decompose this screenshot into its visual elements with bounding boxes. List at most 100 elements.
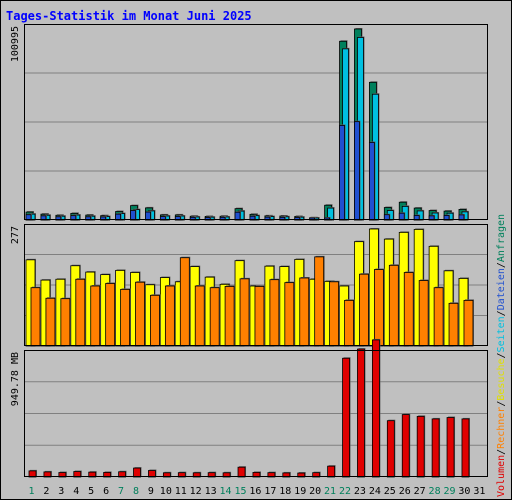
x-tick-label-27: 27: [414, 486, 426, 497]
legend-separator: /: [496, 449, 507, 455]
x-tick-label-13: 13: [205, 486, 217, 497]
bar-seiten-day-15: [234, 211, 241, 221]
legend-item-rechner: Rechner: [496, 407, 507, 449]
bar-volumen-day-23: [357, 348, 365, 478]
bar-rechner-day-1: [30, 287, 41, 347]
bar-volumen-day-27: [416, 415, 425, 478]
bar-rechner-day-5: [90, 285, 101, 347]
panel-volume: 949.78 MB: [10, 338, 488, 478]
panel-border: [24, 24, 488, 220]
bar-rechner-day-15: [239, 278, 250, 347]
bar-rechner-day-18: [284, 282, 295, 347]
x-tick-label-5: 5: [88, 486, 94, 497]
legend-item-anfragen: Anfragen: [496, 214, 507, 262]
legend-item-dateien: Dateien: [496, 268, 507, 310]
bar-rechner-day-2: [45, 297, 56, 347]
chart-title: Tages-Statistik im Monat Juni 2025: [6, 9, 252, 23]
y-max-label-volume: 949.78 MB: [10, 352, 21, 406]
bar-rechner-day-3: [60, 298, 71, 347]
bar-volumen-day-8: [133, 467, 141, 478]
x-tick-label-23: 23: [354, 486, 366, 497]
panel-requests: 100995: [10, 24, 488, 221]
bar-rechner-day-10: [164, 285, 175, 347]
legend-item-volumen: Volumen: [496, 455, 507, 497]
bar-rechner-day-4: [75, 278, 86, 347]
x-tick-label-11: 11: [175, 486, 187, 497]
bar-volumen-day-22: [342, 357, 350, 478]
bar-rechner-day-22: [344, 299, 354, 347]
x-tick-label-2: 2: [43, 486, 49, 497]
legend-separator: /: [496, 310, 507, 316]
bar-seiten-day-22: [339, 125, 345, 221]
bar-rechner-day-24: [373, 269, 384, 347]
bar-rechner-day-21: [329, 281, 340, 347]
x-tick-label-28: 28: [429, 486, 441, 497]
bar-rechner-day-30: [463, 299, 474, 347]
bar-rechner-day-9: [150, 294, 160, 347]
legend-item-besuche: Besuche: [496, 358, 507, 400]
bar-volumen-day-26: [401, 414, 410, 478]
y-max-label-requests: 100995: [10, 26, 21, 62]
bar-seiten-day-26: [398, 212, 405, 221]
x-tick-label-19: 19: [294, 486, 306, 497]
legend-separator: /: [496, 352, 507, 358]
bar-rechner-day-16: [254, 286, 265, 347]
panel-visits: 277: [10, 224, 488, 347]
bar-volumen-day-25: [386, 420, 395, 478]
x-tick-label-6: 6: [103, 486, 109, 497]
bar-volumen-day-15: [237, 466, 246, 478]
legend-separator: /: [496, 262, 507, 268]
x-tick-label-30: 30: [458, 486, 470, 497]
bar-rechner-day-14: [224, 286, 235, 347]
x-tick-label-29: 29: [443, 486, 455, 497]
bar-rechner-day-12: [194, 285, 205, 347]
panel-border: [24, 350, 488, 477]
x-tick-label-18: 18: [279, 486, 291, 497]
bar-volumen-day-30: [461, 418, 470, 478]
bar-seiten-day-23: [354, 121, 360, 221]
x-tick-label-1: 1: [28, 486, 34, 497]
x-tick-label-12: 12: [190, 486, 202, 497]
bar-rechner-day-25: [388, 264, 399, 347]
bar-volumen-day-28: [431, 418, 440, 478]
x-tick-label-24: 24: [369, 486, 381, 497]
bar-seiten-day-8: [130, 210, 136, 221]
bar-rechner-day-26: [403, 272, 414, 347]
bar-rechner-day-29: [448, 302, 459, 347]
legend-separator: /: [496, 401, 507, 407]
x-tick-label-16: 16: [249, 486, 261, 497]
x-tick-label-26: 26: [399, 486, 411, 497]
x-tick-label-8: 8: [133, 486, 139, 497]
x-tick-label-7: 7: [118, 486, 124, 497]
x-tick-label-20: 20: [309, 486, 321, 497]
bar-volumen-day-24: [371, 339, 380, 478]
x-tick-label-9: 9: [148, 486, 154, 497]
bar-rechner-day-13: [209, 287, 220, 347]
bar-rechner-day-28: [433, 287, 444, 347]
x-tick-label-10: 10: [160, 486, 172, 497]
bar-volumen-day-29: [446, 417, 455, 478]
bar-rechner-day-23: [359, 273, 369, 347]
x-tick-label-21: 21: [324, 486, 336, 497]
bar-seiten-day-24: [368, 142, 375, 221]
x-tick-label-31: 31: [473, 486, 485, 497]
bar-rechner-day-17: [269, 279, 280, 347]
panel-border: [24, 224, 488, 346]
x-tick-label-17: 17: [264, 486, 276, 497]
bar-rechner-day-11: [179, 257, 190, 347]
x-tick-label-3: 3: [58, 486, 64, 497]
x-tick-label-22: 22: [339, 486, 351, 497]
bar-seiten-day-9: [145, 211, 151, 221]
x-tick-label-14: 14: [220, 486, 232, 497]
x-tick-label-4: 4: [73, 486, 79, 497]
bar-rechner-day-27: [418, 280, 429, 347]
bar-rechner-day-20: [314, 256, 325, 347]
bar-rechner-day-8: [135, 281, 145, 347]
y-max-label-visits: 277: [10, 226, 21, 244]
x-tick-label-25: 25: [384, 486, 396, 497]
x-tick-label-15: 15: [234, 486, 246, 497]
legend-item-seiten: Seiten: [496, 316, 507, 352]
right-legend: Volumen/Rechner/Besuche/Seiten/Dateien/A…: [496, 214, 507, 497]
